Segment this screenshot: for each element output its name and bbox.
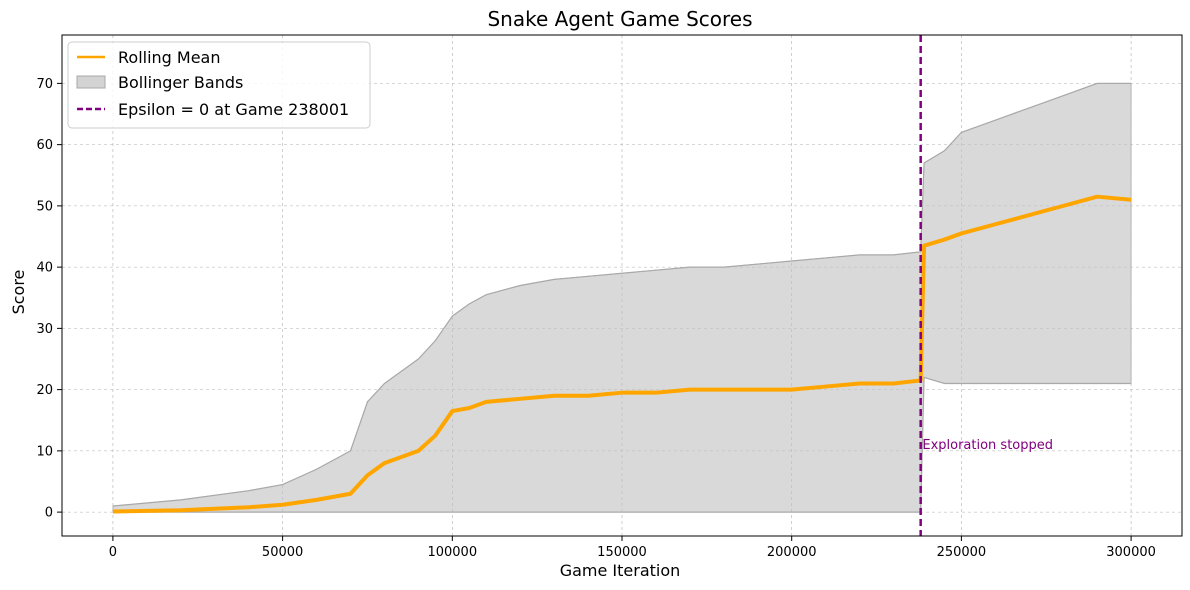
x-tick-label: 250000 xyxy=(937,545,987,560)
x-axis-label: Game Iteration xyxy=(560,561,681,580)
x-tick-label: 300000 xyxy=(1106,545,1156,560)
y-tick-label: 70 xyxy=(36,77,53,92)
y-tick-label: 40 xyxy=(36,261,53,276)
y-tick-label: 0 xyxy=(45,506,53,521)
y-axis-label: Score xyxy=(9,270,28,315)
legend-swatch-bollinger-bands xyxy=(76,75,106,89)
bollinger-upper-line xyxy=(112,82,1132,507)
x-tick-label: 150000 xyxy=(597,545,647,560)
y-tick-label: 60 xyxy=(36,138,53,153)
x-tick-label: 50000 xyxy=(262,545,303,560)
x-tick-label: 200000 xyxy=(767,545,817,560)
x-tick-label: 100000 xyxy=(427,545,477,560)
legend-label-rolling-mean: Rolling Mean xyxy=(118,48,221,67)
y-tick-label: 50 xyxy=(36,199,53,214)
annotation-layer: Exploration stopped xyxy=(922,438,1053,453)
rolling-mean-layer xyxy=(112,194,1132,514)
annotation-exploration-stopped: Exploration stopped xyxy=(922,438,1053,453)
y-axis-ticks: 0 10 20 30 40 50 60 70 xyxy=(36,77,62,521)
legend-label-bollinger-bands: Bollinger Bands xyxy=(118,73,243,92)
bollinger-lower-line xyxy=(112,376,1132,513)
y-tick-label: 10 xyxy=(36,444,53,459)
legend: Rolling Mean Bollinger Bands Epsilon = 0… xyxy=(67,41,371,129)
y-tick-label: 20 xyxy=(36,383,53,398)
x-tick-label: 0 xyxy=(109,545,117,560)
legend-label-epsilon-line: Epsilon = 0 at Game 238001 xyxy=(118,100,349,119)
legend-frame xyxy=(67,41,371,129)
bollinger-band-layer xyxy=(112,82,1132,513)
x-axis-ticks: 0 50000 100000 150000 200000 250000 300000 xyxy=(109,536,1156,560)
y-tick-label: 30 xyxy=(36,322,53,337)
rolling-mean-line xyxy=(112,194,1132,514)
chart-title: Snake Agent Game Scores xyxy=(487,7,752,31)
